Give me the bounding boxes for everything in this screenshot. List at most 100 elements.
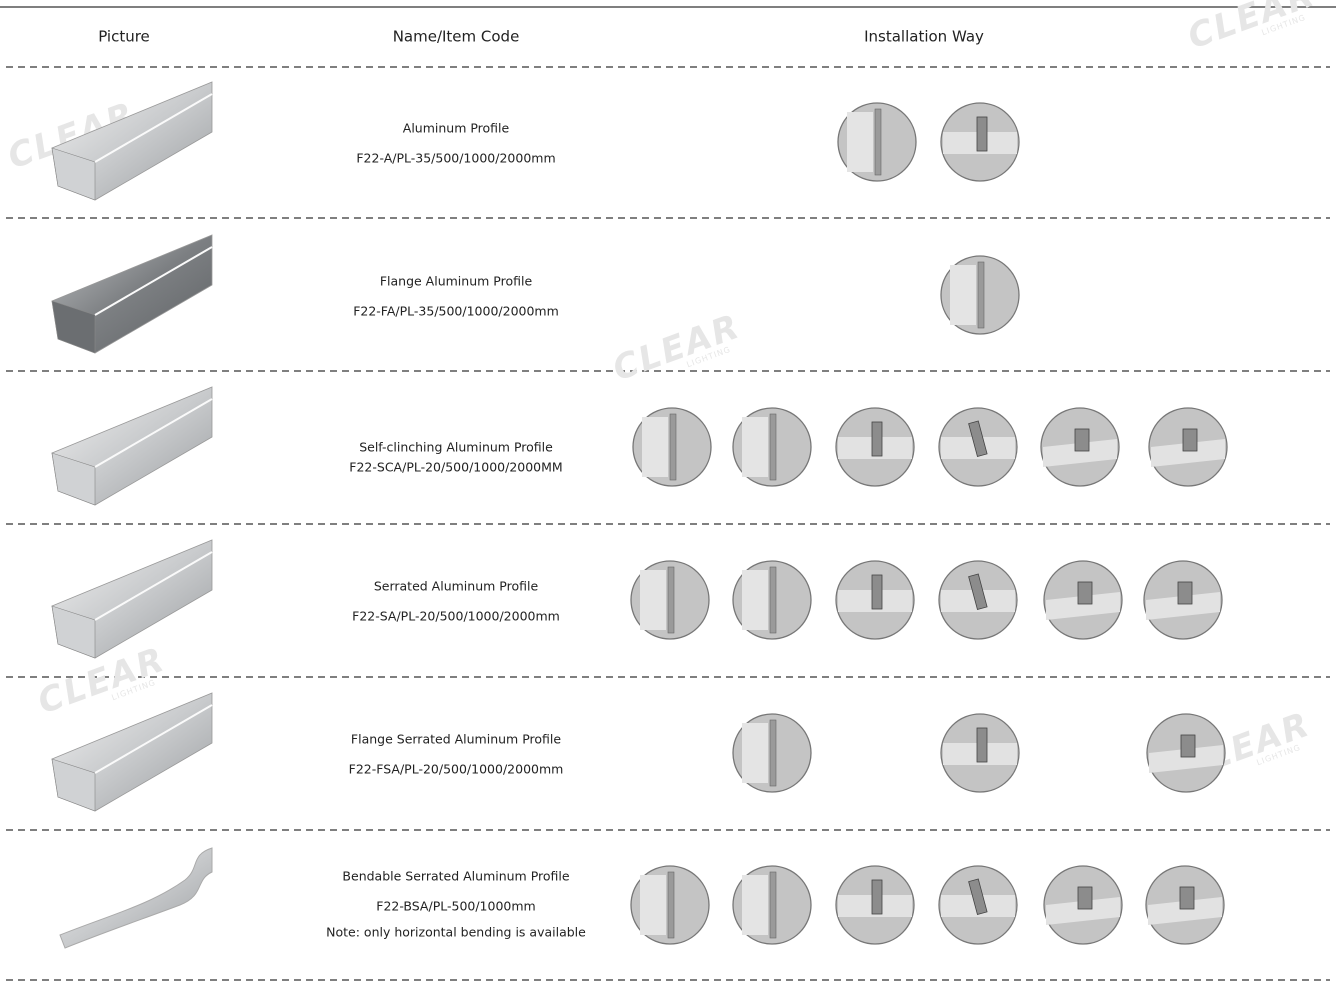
item-name: Serrated Aluminum Profile <box>374 579 539 594</box>
installation-icon <box>732 560 812 640</box>
icon-wall <box>847 112 873 172</box>
icon-wall <box>742 570 768 630</box>
icon-profile <box>976 116 988 152</box>
icon-wall <box>642 417 668 477</box>
icon-profile <box>871 574 883 610</box>
installation-icon <box>938 407 1018 487</box>
profile-edge <box>94 246 213 316</box>
item-name: Bendable Serrated Aluminum Profile <box>342 869 569 884</box>
icon-profile <box>769 871 777 939</box>
icon-surface <box>1151 439 1225 467</box>
icon-wall <box>742 417 768 477</box>
icon-wall <box>640 875 666 935</box>
icon-profile <box>976 727 988 763</box>
profile-face <box>51 605 96 659</box>
item-code: F22-SCA/PL-20/500/1000/2000MM <box>349 460 562 475</box>
installation-icon <box>630 865 710 945</box>
installation-icon <box>940 255 1020 335</box>
icon-profile <box>1077 581 1093 605</box>
icon-wall <box>742 723 768 783</box>
item-code: F22-SA/PL-20/500/1000/2000mm <box>352 609 560 624</box>
icon-profile <box>667 871 675 939</box>
installation-icon <box>632 407 712 487</box>
profile-face <box>51 452 96 506</box>
icon-profile <box>1180 734 1196 758</box>
installation-icon <box>938 865 1018 945</box>
icon-profile <box>977 261 985 329</box>
icon-profile <box>1077 886 1093 910</box>
item-name: Aluminum Profile <box>403 121 510 136</box>
item-code: F22-BSA/PL-500/1000mm <box>376 899 535 914</box>
installation-icon <box>1145 865 1225 945</box>
installation-icon <box>1146 713 1226 793</box>
product-picture <box>51 234 213 354</box>
product-picture <box>51 81 213 201</box>
profile-face <box>51 147 96 201</box>
installation-icon <box>835 560 915 640</box>
profile-face <box>51 758 96 812</box>
item-note: Note: only horizontal bending is availab… <box>326 925 586 940</box>
header-installation: Installation Way <box>864 28 984 46</box>
icon-wall <box>950 265 976 325</box>
icon-profile <box>667 566 675 634</box>
icon-surface <box>1046 897 1120 925</box>
item-code: F22-A/PL-35/500/1000/2000mm <box>356 151 555 166</box>
icon-wall <box>640 570 666 630</box>
profile-edge <box>94 551 213 621</box>
icon-profile <box>669 413 677 481</box>
icon-profile <box>968 420 988 457</box>
profile-edge <box>94 93 213 163</box>
installation-icon <box>940 713 1020 793</box>
item-name: Self-clinching Aluminum Profile <box>359 440 553 455</box>
installation-icon <box>1148 407 1228 487</box>
icon-profile <box>968 573 988 610</box>
icon-surface <box>1043 439 1117 467</box>
icon-surface <box>1146 592 1220 620</box>
installation-icon <box>1043 560 1123 640</box>
icon-surface <box>1148 897 1222 925</box>
item-name: Flange Serrated Aluminum Profile <box>351 732 561 747</box>
installation-icon <box>732 713 812 793</box>
icon-profile <box>1074 428 1090 452</box>
icon-profile <box>769 719 777 787</box>
icon-surface <box>1046 592 1120 620</box>
icon-profile <box>1182 428 1198 452</box>
icon-wall <box>742 875 768 935</box>
product-picture <box>51 539 213 659</box>
profile-shape <box>59 847 213 949</box>
installation-icon <box>732 407 812 487</box>
installation-icon <box>630 560 710 640</box>
installation-icon <box>732 865 812 945</box>
header-picture: Picture <box>98 28 150 46</box>
icon-profile <box>874 108 882 176</box>
product-picture <box>51 386 213 506</box>
profile-face <box>51 300 96 354</box>
watermark-brand: CLEAR <box>1183 0 1321 57</box>
installation-icon <box>1143 560 1223 640</box>
profile-edge <box>94 704 213 774</box>
installation-icon <box>940 102 1020 182</box>
header-name: Name/Item Code <box>393 28 520 46</box>
installation-icon <box>835 407 915 487</box>
icon-profile <box>1179 886 1195 910</box>
item-name: Flange Aluminum Profile <box>380 274 533 289</box>
item-code: F22-FA/PL-35/500/1000/2000mm <box>353 304 559 319</box>
installation-icon <box>837 102 917 182</box>
icon-profile <box>968 878 988 915</box>
installation-icon <box>835 865 915 945</box>
installation-icon <box>938 560 1018 640</box>
icon-profile <box>1177 581 1193 605</box>
installation-icon <box>1040 407 1120 487</box>
icon-profile <box>871 421 883 457</box>
installation-icon <box>1043 865 1123 945</box>
profile-edge <box>94 398 213 468</box>
item-code: F22-FSA/PL-20/500/1000/2000mm <box>349 762 564 777</box>
product-picture <box>51 692 213 812</box>
product-picture <box>59 847 213 949</box>
icon-surface <box>1149 745 1223 773</box>
icon-profile <box>769 566 777 634</box>
